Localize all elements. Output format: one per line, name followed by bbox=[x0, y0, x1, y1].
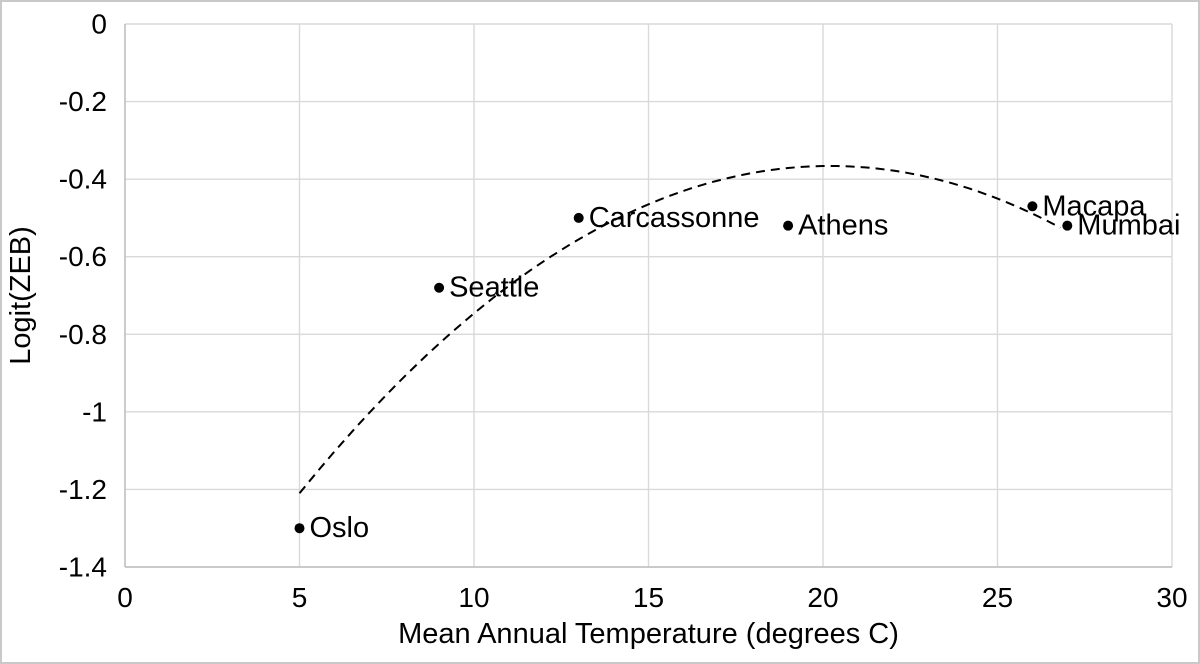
y-tick-label: -0.8 bbox=[59, 319, 107, 350]
data-point-label: Macapa bbox=[1042, 190, 1146, 222]
y-tick-label: -0.4 bbox=[59, 164, 107, 195]
y-tick-label: -0.6 bbox=[59, 241, 107, 272]
x-tick-label: 25 bbox=[982, 582, 1013, 613]
data-point bbox=[783, 220, 794, 231]
x-tick-label: 10 bbox=[458, 582, 489, 613]
x-tick-label: 30 bbox=[1156, 582, 1187, 613]
data-point-label: Carcassonne bbox=[589, 202, 760, 234]
y-tick-label: -1.2 bbox=[59, 474, 107, 505]
x-tick-label: 0 bbox=[117, 582, 133, 613]
data-point bbox=[1027, 201, 1038, 212]
x-tick-label: 15 bbox=[633, 582, 664, 613]
data-point bbox=[573, 212, 584, 223]
data-point bbox=[434, 282, 445, 293]
data-point-label: Mumbai bbox=[1077, 210, 1180, 242]
y-tick-label: 0 bbox=[91, 9, 107, 40]
y-axis-title: Logit(ZEB) bbox=[5, 226, 37, 365]
y-tick-label: -1 bbox=[82, 396, 107, 427]
data-point-label: Seattle bbox=[449, 272, 539, 304]
y-tick-label: -1.4 bbox=[59, 552, 107, 583]
x-tick-label: 20 bbox=[807, 582, 838, 613]
data-point-label: Athens bbox=[798, 210, 888, 242]
x-tick-label: 5 bbox=[292, 582, 308, 613]
x-axis-title: Mean Annual Temperature (degrees C) bbox=[398, 618, 899, 650]
data-point bbox=[294, 523, 305, 534]
y-tick-label: -0.2 bbox=[59, 86, 107, 117]
data-point bbox=[1062, 220, 1073, 231]
trendline-path bbox=[298, 165, 1061, 494]
data-point-label: Oslo bbox=[310, 512, 370, 544]
